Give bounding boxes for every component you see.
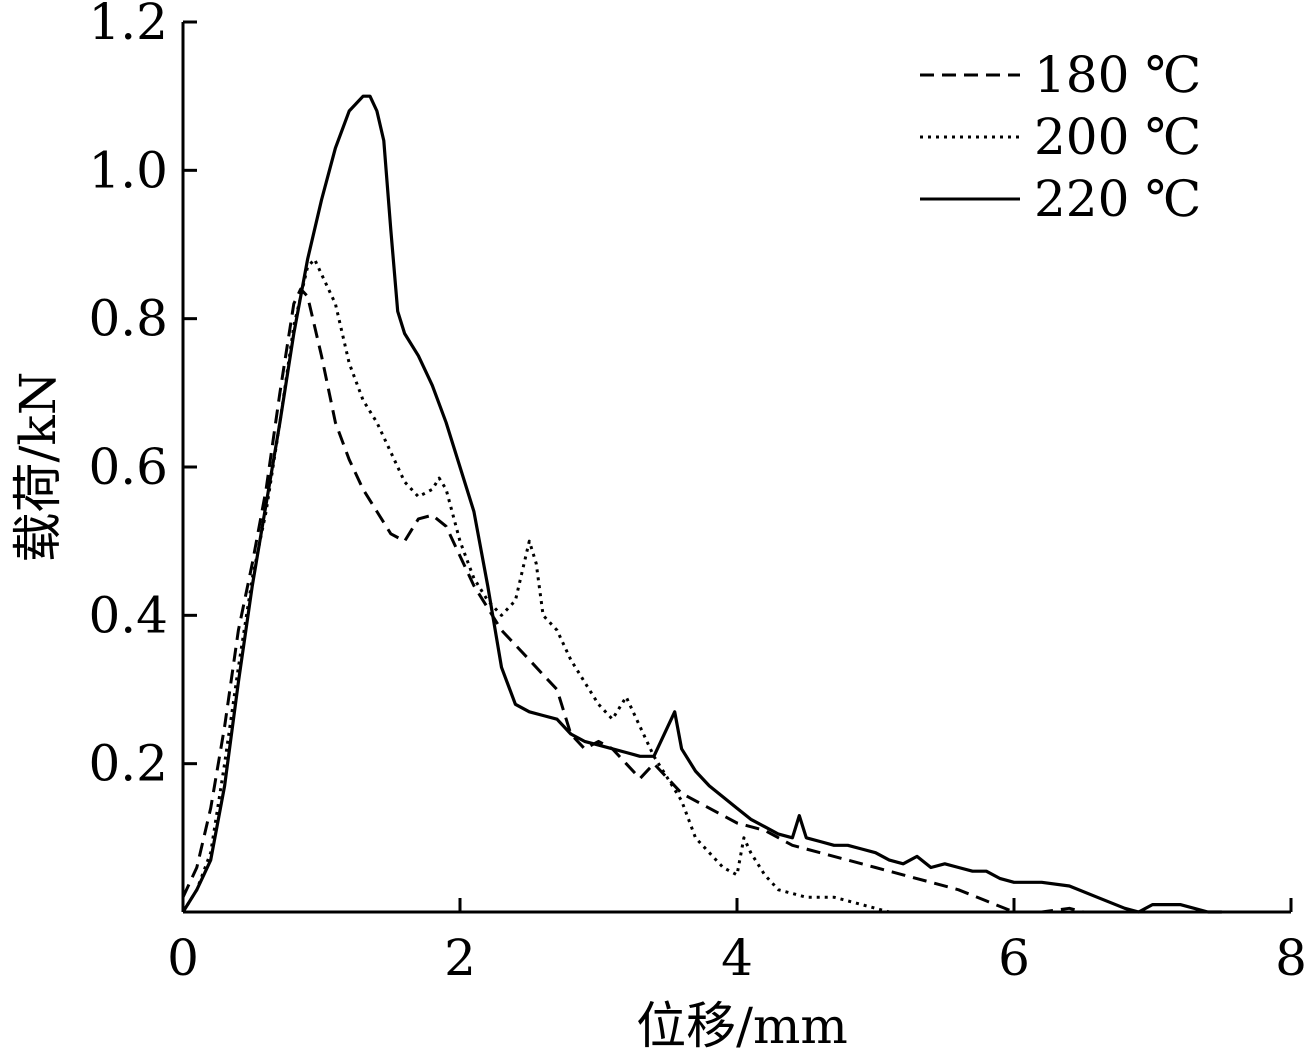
legend: 180 ℃ 200 ℃ 220 ℃ <box>920 46 1201 228</box>
series-layer <box>181 94 1222 914</box>
series-line-dashed <box>181 287 1084 914</box>
y-axis-title: 载荷/kN <box>9 372 67 563</box>
legend-label-200: 200 ℃ <box>1034 108 1201 166</box>
x-tick-label: 8 <box>1275 929 1304 987</box>
y-tick-label: 0.8 <box>88 290 168 348</box>
x-tick-label: 4 <box>721 929 753 987</box>
y-tick-label: 0.2 <box>88 735 168 793</box>
x-axis-title: 位移/mm <box>636 997 848 1055</box>
y-tick-label: 1.2 <box>88 0 168 51</box>
legend-label-220: 220 ℃ <box>1034 170 1201 228</box>
ticks: 0 2 4 6 8 0.2 0.4 0.6 0.8 1.0 1.2 <box>88 0 1304 987</box>
x-tick-label: 2 <box>444 929 476 987</box>
y-tick-label: 0.4 <box>88 586 168 644</box>
y-tick-label: 0.6 <box>88 438 168 496</box>
legend-label-180: 180 ℃ <box>1034 46 1201 104</box>
x-tick-label: 0 <box>167 929 199 987</box>
series-line-solid <box>181 94 1222 914</box>
y-tick-label: 1.0 <box>88 141 168 199</box>
x-tick-label: 6 <box>998 929 1030 987</box>
